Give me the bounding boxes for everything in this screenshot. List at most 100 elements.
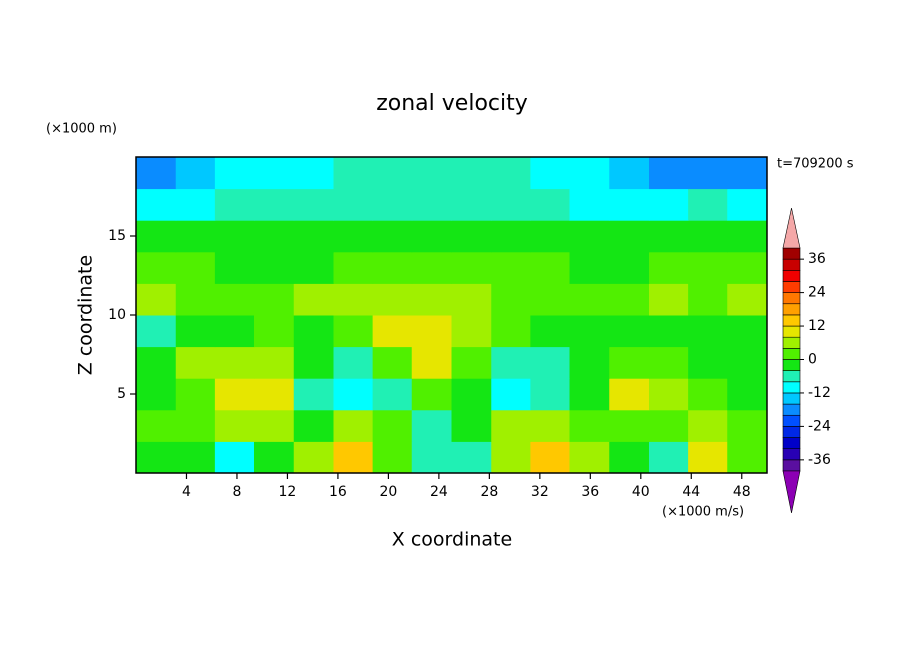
field-cell — [253, 188, 295, 221]
field-cell — [649, 315, 689, 348]
field-cell — [411, 220, 452, 253]
field-cell — [214, 346, 255, 379]
field-cell — [175, 378, 216, 411]
x-unit-label: (×1000 m/s) — [662, 505, 744, 520]
field-cell — [649, 346, 689, 379]
chart-title: zonal velocity — [376, 91, 528, 116]
field-cell — [491, 251, 531, 284]
field-cell — [253, 251, 295, 284]
field-cell — [569, 251, 610, 284]
field-cell — [293, 157, 335, 190]
field-cell — [569, 441, 610, 474]
colorbar-box — [782, 348, 801, 360]
field-cell — [649, 378, 689, 411]
field-cell — [136, 378, 177, 411]
colorbar-tick-label: 12 — [808, 318, 826, 334]
field-cell — [727, 441, 768, 474]
field-cell — [491, 409, 531, 442]
field-cell — [333, 441, 374, 474]
field-cell — [333, 378, 374, 411]
field-cell — [688, 378, 728, 411]
colorbar-box — [782, 426, 801, 438]
field-cell — [411, 409, 452, 442]
field-cell — [688, 283, 728, 316]
field-cell — [530, 157, 570, 190]
field-cell — [727, 251, 768, 284]
field-cell — [609, 220, 650, 253]
colorbar-box — [782, 303, 801, 316]
x-tick-label: 4 — [182, 484, 191, 500]
field-cell — [293, 378, 335, 411]
field-cell — [293, 188, 335, 221]
field-cell — [372, 441, 413, 474]
field-cell — [136, 409, 177, 442]
field-cell — [214, 409, 255, 442]
colorbar-box — [782, 448, 801, 461]
field-cell — [214, 188, 255, 221]
field-cell — [688, 315, 728, 348]
field-cell — [175, 283, 216, 316]
field-cell — [253, 283, 295, 316]
field-cell — [253, 346, 295, 379]
field-cell — [491, 346, 531, 379]
field-cell — [372, 378, 413, 411]
field-cell — [175, 220, 216, 253]
field-cell — [411, 378, 452, 411]
field-cell — [214, 315, 255, 348]
field-cell — [491, 315, 531, 348]
field-cell — [688, 188, 728, 221]
field-cell — [609, 346, 650, 379]
y-tick-label: 15 — [108, 228, 126, 244]
field-cell — [253, 315, 295, 348]
field-cell — [609, 251, 650, 284]
x-tick-label: 8 — [232, 484, 241, 500]
field-cell — [569, 157, 610, 190]
y-tick-label: 10 — [108, 307, 126, 323]
colorbar-box — [782, 314, 801, 327]
field-cell — [491, 283, 531, 316]
field-cell — [293, 283, 335, 316]
field-cell — [136, 220, 177, 253]
field-cell — [451, 220, 492, 253]
x-tick-label: 40 — [632, 484, 650, 500]
field-cell — [530, 441, 570, 474]
field-cell — [491, 378, 531, 411]
field-cell — [253, 378, 295, 411]
field-cell — [530, 251, 570, 284]
field — [136, 157, 768, 474]
field-cell — [688, 251, 728, 284]
field-cell — [253, 157, 295, 190]
colorbar-box — [782, 392, 801, 405]
field-cell — [333, 188, 374, 221]
colorbar-box — [782, 247, 801, 260]
field-cell — [569, 220, 610, 253]
colorbar-box — [782, 325, 801, 338]
field-cell — [609, 378, 650, 411]
field-cell — [649, 409, 689, 442]
field-cell — [727, 220, 768, 253]
field-cell — [451, 283, 492, 316]
field-cell — [333, 409, 374, 442]
field-cell — [688, 220, 728, 253]
x-tick-label: 32 — [531, 484, 549, 500]
x-tick-label: 28 — [480, 484, 498, 500]
field-cell — [411, 315, 452, 348]
field-cell — [333, 220, 374, 253]
field-cell — [136, 346, 177, 379]
field-cell — [372, 409, 413, 442]
field-cell — [411, 188, 452, 221]
field-cell — [372, 346, 413, 379]
field-cell — [372, 188, 413, 221]
x-tick-label: 12 — [279, 484, 297, 500]
field-cell — [411, 157, 452, 190]
field-cell — [293, 346, 335, 379]
field-cell — [530, 315, 570, 348]
field-cell — [451, 188, 492, 221]
field-cell — [451, 409, 492, 442]
time-label: t=709200 s — [777, 157, 854, 172]
field-cell — [649, 188, 689, 221]
colorbar-box — [782, 269, 801, 282]
field-cell — [530, 378, 570, 411]
